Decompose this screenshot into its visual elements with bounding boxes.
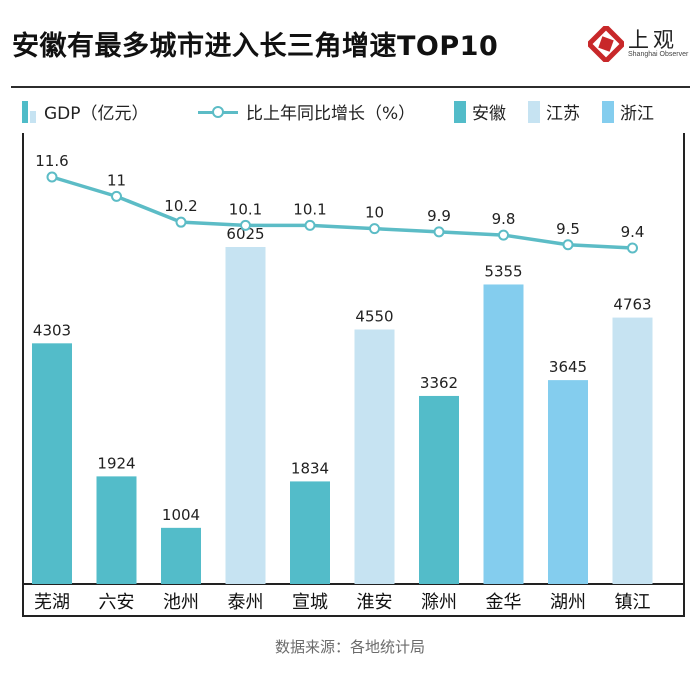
category-label: 滁州 bbox=[421, 592, 457, 613]
growth-value-label: 11 bbox=[107, 171, 126, 189]
gdp-value-label: 4550 bbox=[355, 308, 393, 326]
legend-label-gdp: GDP（亿元） bbox=[44, 104, 149, 124]
zhejiang-swatch-icon bbox=[602, 100, 614, 123]
gdp-bar bbox=[290, 481, 330, 584]
shanghai-observer-logo: 上观 Shanghai Observer bbox=[588, 26, 688, 66]
gdp-value-label: 5355 bbox=[484, 262, 522, 280]
chart-frame bbox=[22, 133, 685, 617]
gdp-bar bbox=[612, 317, 653, 584]
growth-point bbox=[304, 219, 316, 231]
gdp-bar bbox=[96, 476, 137, 584]
gdp-value-label: 4303 bbox=[33, 321, 71, 339]
category-label: 金华 bbox=[486, 592, 522, 613]
growth-value-label: 10.1 bbox=[229, 200, 262, 218]
growth-point bbox=[627, 242, 638, 254]
legend-label-jiangsu: 江苏 bbox=[546, 104, 580, 124]
gdp-bar bbox=[161, 527, 201, 584]
growth-value-label: 9.5 bbox=[556, 220, 580, 238]
category-label: 镇江 bbox=[615, 592, 651, 613]
category-label: 池州 bbox=[163, 592, 199, 613]
growth-value-label: 9.9 bbox=[427, 207, 451, 225]
legend-label-growth: 比上年同比增长（%） bbox=[246, 104, 416, 124]
gdp-value-label: 3645 bbox=[549, 358, 587, 376]
category-label: 淮安 bbox=[357, 592, 393, 613]
gdp-value-label: 6025 bbox=[226, 225, 264, 243]
growth-point bbox=[369, 223, 380, 235]
gdp-bar bbox=[483, 284, 524, 584]
growth-point bbox=[562, 239, 574, 251]
category-label: 芜湖 bbox=[34, 592, 70, 613]
gdp-bar bbox=[225, 247, 266, 584]
legend-item-zhejiang: 浙江 bbox=[602, 99, 654, 124]
logo-mark-icon bbox=[588, 26, 624, 62]
category-label: 宣城 bbox=[292, 592, 328, 613]
gdp-bar bbox=[32, 343, 72, 584]
legend-label-zhejiang: 浙江 bbox=[620, 104, 654, 124]
logo-subtext: Shanghai Observer bbox=[628, 51, 689, 58]
legend-item-jiangsu: 江苏 bbox=[528, 99, 580, 124]
growth-line bbox=[51, 175, 633, 250]
growth-value-label: 10 bbox=[365, 204, 384, 222]
growth-value-label: 9.4 bbox=[621, 223, 645, 241]
growth-value-label: 11.6 bbox=[35, 152, 68, 170]
gdp-bar bbox=[354, 329, 395, 584]
gdp-bar bbox=[419, 395, 459, 584]
legend-item-growth: 比上年同比增长（%） bbox=[198, 99, 415, 124]
legend-label-anhui: 安徽 bbox=[472, 104, 506, 124]
chart-title: 安徽有最多城市进入长三角增速TOP10 bbox=[12, 31, 499, 62]
growth-value-label: 10.1 bbox=[293, 200, 326, 218]
gdp-swatch-icon bbox=[22, 100, 36, 123]
gdp-value-label: 1834 bbox=[291, 459, 329, 477]
growth-point bbox=[240, 219, 251, 231]
gdp-value-label: 4763 bbox=[613, 296, 651, 314]
legend-item-anhui: 安徽 bbox=[454, 99, 506, 124]
category-label: 泰州 bbox=[228, 592, 264, 613]
gdp-bar bbox=[548, 380, 588, 584]
legend-item-gdp: GDP（亿元） bbox=[22, 99, 149, 124]
growth-value-label: 9.8 bbox=[492, 210, 516, 228]
growth-point bbox=[175, 216, 187, 228]
gdp-value-label: 3362 bbox=[420, 374, 458, 392]
gdp-value-label: 1924 bbox=[97, 454, 135, 472]
title-divider bbox=[11, 86, 690, 88]
anhui-swatch-icon bbox=[454, 100, 466, 123]
gdp-value-label: 1004 bbox=[162, 506, 200, 524]
logo-text: 上观 bbox=[628, 28, 678, 52]
line-swatch-icon bbox=[198, 105, 238, 119]
growth-point bbox=[433, 226, 445, 238]
data-source: 数据来源：各地统计局 bbox=[274, 638, 425, 656]
jiangsu-swatch-icon bbox=[528, 100, 540, 123]
growth-point bbox=[111, 190, 122, 202]
category-label: 六安 bbox=[99, 592, 135, 613]
growth-value-label: 10.2 bbox=[164, 197, 197, 215]
growth-point bbox=[46, 171, 58, 183]
growth-point bbox=[498, 229, 509, 241]
legend: GDP（亿元） 比上年同比增长（%） 安徽 江苏 浙江 bbox=[22, 96, 682, 130]
category-label: 湖州 bbox=[550, 592, 586, 613]
